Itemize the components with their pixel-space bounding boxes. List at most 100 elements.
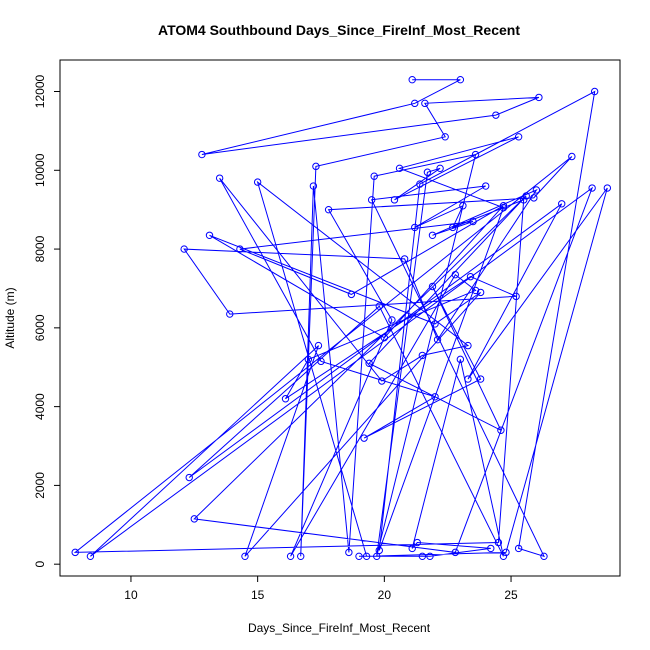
data-point	[314, 341, 323, 350]
data-point	[324, 205, 333, 214]
data-point	[431, 393, 439, 401]
data-point	[423, 168, 432, 176]
data-point	[530, 194, 538, 202]
data-point	[304, 355, 313, 364]
y-axis: 0 2000 4000 6000 8000 10000 12000	[33, 75, 61, 568]
data-point	[360, 434, 368, 442]
data-point	[532, 186, 541, 194]
data-point	[367, 196, 376, 204]
y-tick-label: 12000	[33, 75, 47, 109]
data-point	[365, 359, 373, 367]
data-point	[522, 192, 530, 200]
y-tick-label: 0	[33, 561, 47, 568]
data-point	[205, 231, 214, 239]
y-axis-label: Altitude (m)	[3, 287, 17, 348]
data-point	[497, 426, 505, 434]
data-point	[236, 245, 244, 253]
data-point	[380, 333, 389, 342]
plot-frame	[59, 59, 621, 577]
data-point	[588, 184, 596, 192]
y-tick-label: 4000	[33, 393, 47, 420]
data-point	[476, 375, 485, 383]
data-point	[317, 357, 325, 366]
data-point	[286, 552, 295, 561]
data-point	[431, 320, 439, 328]
data-point	[499, 552, 508, 561]
data-point	[408, 75, 416, 84]
data-point	[494, 538, 503, 547]
data-point	[400, 255, 409, 263]
y-tick-label: 8000	[33, 235, 47, 262]
data-point	[226, 310, 234, 318]
data-point	[428, 231, 437, 239]
data-point	[514, 544, 523, 553]
data-point	[411, 223, 419, 232]
data-point	[512, 292, 520, 301]
data-point	[355, 552, 363, 561]
data-point	[568, 152, 576, 161]
series-line	[73, 79, 608, 558]
data-point	[520, 196, 528, 204]
chart-title: ATOM4 Southbound Days_Since_FireInf_Most…	[158, 22, 520, 38]
data-point	[464, 375, 472, 383]
data-point	[347, 290, 356, 299]
x-tick-label: 25	[504, 588, 518, 602]
data-point	[375, 546, 383, 555]
data-point	[362, 552, 371, 561]
data-point	[185, 473, 193, 482]
data-point	[535, 93, 543, 102]
data-point	[487, 544, 495, 553]
data-point	[433, 335, 442, 344]
data-point	[413, 538, 421, 547]
x-axis: 10 15 20 25	[124, 575, 518, 602]
x-tick-label: 10	[124, 588, 138, 602]
data-point	[469, 217, 477, 226]
data-point	[418, 351, 427, 360]
y-tick-label: 2000	[33, 472, 47, 499]
y-tick-label: 6000	[33, 314, 47, 341]
data-point	[411, 99, 419, 108]
data-point	[416, 180, 424, 188]
data-point	[456, 355, 465, 364]
data-point	[388, 316, 396, 324]
data-point	[378, 377, 386, 385]
data-point	[215, 174, 224, 182]
data-point	[370, 172, 378, 180]
data-point	[459, 202, 467, 210]
data-point	[345, 548, 353, 557]
data-point	[558, 200, 566, 208]
data-point	[421, 99, 429, 108]
data-point	[373, 552, 381, 561]
data-point	[86, 552, 95, 561]
data-point	[466, 272, 475, 281]
data-point	[312, 162, 320, 171]
data-point	[71, 548, 79, 557]
data-point	[456, 75, 465, 84]
data-point	[540, 552, 548, 561]
x-tick-label: 15	[251, 588, 265, 602]
data-point	[253, 178, 262, 186]
data-point	[418, 552, 427, 561]
x-axis-label: Days_Since_FireInf_Most_Recent	[248, 621, 431, 635]
data-point	[390, 196, 399, 204]
data-point	[603, 184, 612, 192]
data-point	[426, 552, 434, 561]
x-tick-label: 20	[378, 588, 392, 602]
data-point	[451, 548, 459, 557]
data-point	[436, 164, 444, 173]
data-point	[590, 87, 599, 96]
data-point	[428, 282, 437, 291]
data-point	[180, 245, 188, 253]
data-point	[297, 552, 305, 561]
data-point	[408, 544, 416, 553]
data-point	[499, 204, 508, 212]
data-point	[449, 223, 457, 232]
data-point	[492, 111, 500, 119]
data-point	[309, 182, 318, 190]
y-tick-label: 10000	[33, 153, 47, 187]
data-point	[464, 341, 472, 350]
data-point	[471, 286, 480, 295]
data-point	[395, 164, 404, 173]
data-point	[502, 548, 510, 557]
data-point	[241, 552, 249, 561]
